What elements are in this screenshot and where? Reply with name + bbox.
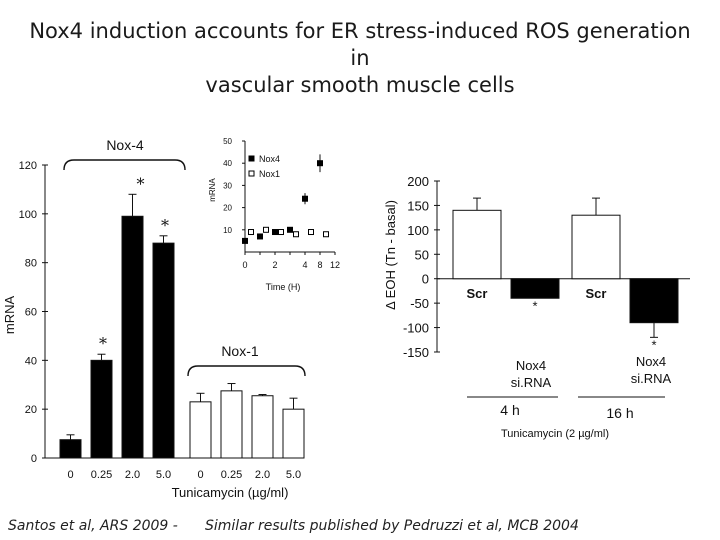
group-label-nox1: Nox-1 [221,343,259,359]
significance-marker-right: * [532,298,537,313]
y-axis-label-right: Δ EOH (Tn - basal) [383,200,398,310]
bar-16h-1 [629,278,679,324]
y-tick-label-right: 0 [422,272,429,287]
point-nox4 [257,233,263,240]
legend-marker-nox4 [248,155,255,162]
bar-nox-4-3 [152,242,175,459]
y-tick-label-right: 150 [407,198,429,213]
y-tick-label-main: 120 [19,160,37,172]
x-axis-label-right: Tunicamycin (2 µg/ml) [501,428,609,440]
significance-marker: * [161,216,169,235]
title-line-1: Nox4 induction accounts for ER stress-in… [29,19,691,70]
significance-marker-right: * [651,337,656,352]
bar-nox-1-1 [220,390,243,459]
y-tick-label-inset: 40 [223,159,232,168]
group-label-nox4: Nox-4 [106,137,144,153]
point-nox4 [287,226,293,233]
y-tick-label-inset: 50 [223,137,232,146]
x-tick-label-inset: 8 [317,260,322,270]
y-tick-label-right: 200 [407,174,429,189]
group-bracket-nox4 [63,159,186,171]
y-tick-label-right: -150 [403,345,429,360]
category-label-nox4-sirna: si.RNA [511,375,552,390]
y-tick-label-right: -100 [403,321,429,336]
group-bracket-nox1 [187,365,306,377]
point-nox1 [293,231,299,238]
bar-nox-4-1 [90,359,113,459]
x-tick-label-main: 2.0 [125,469,140,481]
point-nox1 [263,226,269,233]
x-tick-label-main: 0.25 [221,469,242,481]
related-citation-text: Similar results published by Pedruzzi et… [205,518,579,534]
citation-text: Santos et al, ARS 2009 - [8,518,178,534]
group-label-4h: 4 h [500,402,519,418]
x-tick-label-main: 5.0 [286,469,301,481]
bar-16h-0 [571,214,621,280]
x-tick-label-main: 0.25 [91,469,112,481]
y-axis-label-inset: mRNA [208,178,217,202]
legend-marker-nox1 [248,170,255,177]
point-nox1 [278,229,284,236]
x-tick-label-main: 0 [67,469,73,481]
x-tick-label-main: 0 [197,469,203,481]
y-tick-label-inset: 20 [223,204,232,213]
y-tick-label-main: 0 [31,453,37,465]
bar-nox-1-3 [282,408,305,459]
x-tick-label-main: 5.0 [156,469,171,481]
y-tick-label-inset: 10 [223,226,232,235]
bar-nox-1-2 [251,395,274,459]
legend-label-nox1: Nox1 [259,169,280,179]
slide-title: Nox4 induction accounts for ER stress-in… [20,18,700,99]
y-tick-label-right: -50 [410,296,429,311]
group-label-16h: 16 h [606,405,633,421]
bar-4h-1 [510,278,560,299]
point-nox1 [248,229,254,236]
point-nox4 [317,160,323,167]
bar-nox-4-0 [59,439,82,459]
category-label-nox4-sirna: Nox4 [516,358,546,373]
y-axis-label-main: mRNA [2,296,17,335]
y-tick-label-main: 60 [25,307,37,319]
x-axis-label-main: Tunicamycin (µg/ml) [172,485,289,500]
y-tick-label-right: 50 [415,247,429,262]
y-tick-label-right: 100 [407,223,429,238]
x-tick-label-inset: 2 [272,260,277,270]
bar-nox-1-0 [189,401,212,459]
point-nox1 [323,231,329,238]
point-nox4 [242,237,248,244]
y-tick-label-inset: 30 [223,181,232,190]
y-tick-label-main: 40 [25,355,37,367]
point-nox4 [272,229,278,236]
legend-label-nox4: Nox4 [259,154,280,164]
category-label-scr-16h: Scr [586,286,607,301]
y-tick-label-main: 80 [25,258,37,270]
x-tick-label-main: 2.0 [255,469,270,481]
category-label-nox4-sirna: Nox4 [636,354,666,369]
significance-marker: * [137,174,145,193]
x-tick-label-inset: 4 [302,260,307,270]
title-line-2: vascular smooth muscle cells [205,73,515,97]
point-nox1 [308,229,314,236]
bar-nox-4-2 [121,215,144,459]
y-tick-label-main: 100 [19,209,37,221]
significance-marker: * [99,334,107,353]
category-label-scr-4h: Scr [467,286,488,301]
x-tick-label-inset: 0 [242,260,247,270]
y-tick-label-main: 20 [25,404,37,416]
point-nox4 [302,195,308,202]
x-tick-label-inset: 12 [330,260,340,270]
category-label-nox4-sirna: si.RNA [631,371,672,386]
bar-4h-0 [452,209,502,280]
x-axis-label-inset: Time (H) [266,282,301,292]
